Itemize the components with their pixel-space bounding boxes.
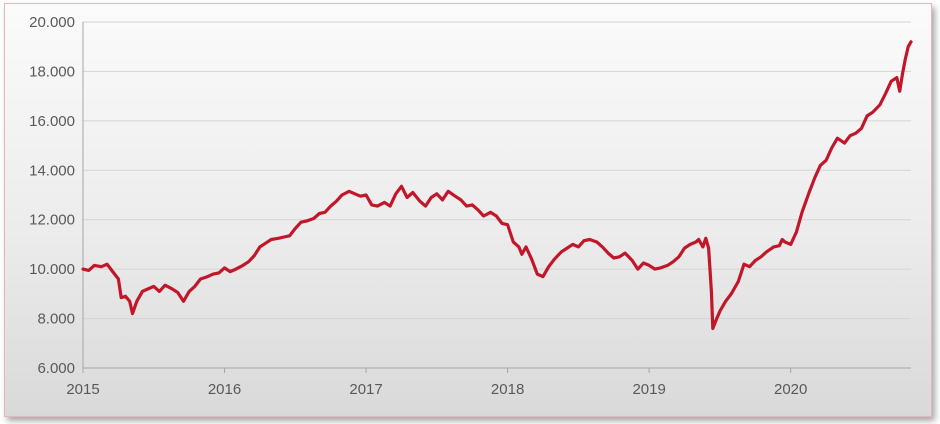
y-tick-label: 14.000 — [29, 162, 75, 179]
y-axis-tick-labels: 6.000 8.000 10.000 12.000 14.000 16.000 18.000… — [29, 14, 75, 377]
chart-card — [4, 3, 932, 417]
axes — [82, 22, 911, 373]
series-line — [81, 40, 913, 331]
x-tick-label: 2018 — [491, 381, 524, 398]
y-tick-label: 12.000 — [29, 212, 75, 229]
series-group — [81, 40, 913, 331]
x-tick-label: 2020 — [774, 381, 807, 398]
x-tick-label: 2017 — [349, 381, 382, 398]
y-tick-label: 6.000 — [37, 360, 75, 377]
x-tick-label: 2015 — [66, 381, 99, 398]
y-tick-label: 20.000 — [29, 14, 75, 31]
x-axis-tick-labels: 2015 2016 2017 2018 2019 2020 — [66, 381, 807, 398]
x-tick-label: 2019 — [632, 381, 665, 398]
y-tick-label: 10.000 — [29, 261, 75, 278]
gridlines — [83, 21, 911, 320]
y-tick-label: 16.000 — [29, 113, 75, 130]
x-tick-label: 2016 — [208, 381, 241, 398]
y-tick-label: 8.000 — [37, 311, 75, 328]
y-tick-label: 18.000 — [29, 63, 75, 80]
